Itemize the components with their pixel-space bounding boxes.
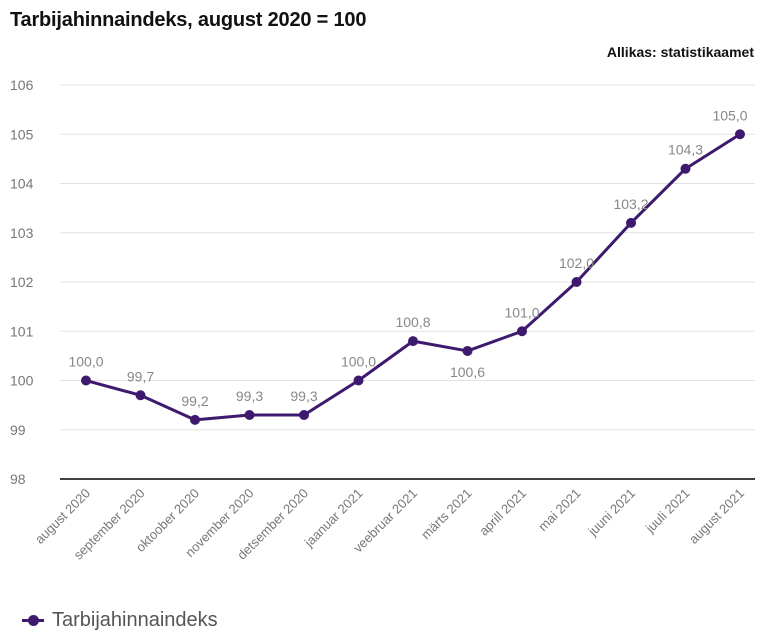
x-tick-label: aprill 2021 [476, 486, 529, 539]
y-tick-label: 99 [10, 422, 26, 438]
y-tick-label: 106 [10, 77, 34, 93]
y-tick-label: 100 [10, 373, 34, 389]
x-tick-label: juuli 2021 [642, 486, 693, 537]
data-label: 100,0 [68, 354, 103, 370]
data-point [408, 336, 418, 347]
y-tick-label: 101 [10, 323, 34, 339]
data-point [135, 390, 146, 401]
y-tick-label: 105 [10, 126, 34, 142]
y-axis-ticks: 98 99 100 101 102 103 104 105 106 [10, 77, 34, 487]
data-label: 99,7 [127, 368, 154, 384]
series-line [84, 132, 742, 422]
y-tick-label: 102 [10, 274, 34, 290]
series-tarbijahinnaindeks [81, 129, 745, 425]
data-point [680, 163, 691, 174]
data-label: 99,3 [290, 388, 317, 404]
data-point [299, 409, 309, 420]
x-tick-label: juuni 2021 [584, 486, 638, 540]
y-tick-label: 104 [10, 176, 34, 192]
data-point [244, 409, 255, 420]
data-point [462, 345, 473, 356]
x-tick-label: mai 2021 [535, 486, 583, 534]
data-label: 103,2 [613, 196, 648, 212]
legend-label: Tarbijahinnaindeks [52, 608, 218, 631]
data-label: 99,3 [236, 388, 263, 404]
data-label: 99,2 [181, 393, 208, 409]
data-label: 102,0 [559, 255, 594, 271]
data-point [517, 326, 527, 337]
data-label: 100,0 [341, 354, 376, 370]
data-point [571, 277, 582, 287]
legend: Tarbijahinnaindeks [22, 606, 218, 634]
legend-marker [22, 610, 44, 630]
data-label: 105,0 [712, 107, 747, 123]
y-tick-label: 98 [10, 471, 26, 487]
data-label: 100,8 [395, 314, 430, 330]
y-tick-label: 103 [10, 225, 34, 241]
gridlines [60, 84, 755, 480]
data-point [626, 217, 636, 228]
data-label: 104,3 [668, 142, 703, 158]
chart-title: Tarbijahinnaindeks, august 2020 = 100 [10, 9, 367, 31]
x-tick-label: august 2021 [686, 486, 747, 547]
data-point [353, 375, 364, 386]
data-label: 101,0 [504, 304, 539, 320]
source-note: Allikas: statistikaamet [606, 44, 754, 60]
data-point [81, 375, 91, 386]
data-label: 100,6 [450, 364, 485, 380]
data-labels: 100,0 99,7 99,2 99,3 99,3 100,0 100,8 100,6 101,… [68, 107, 747, 409]
data-point [190, 414, 200, 425]
data-point [735, 129, 745, 140]
x-tick-label: märts 2021 [418, 486, 475, 543]
